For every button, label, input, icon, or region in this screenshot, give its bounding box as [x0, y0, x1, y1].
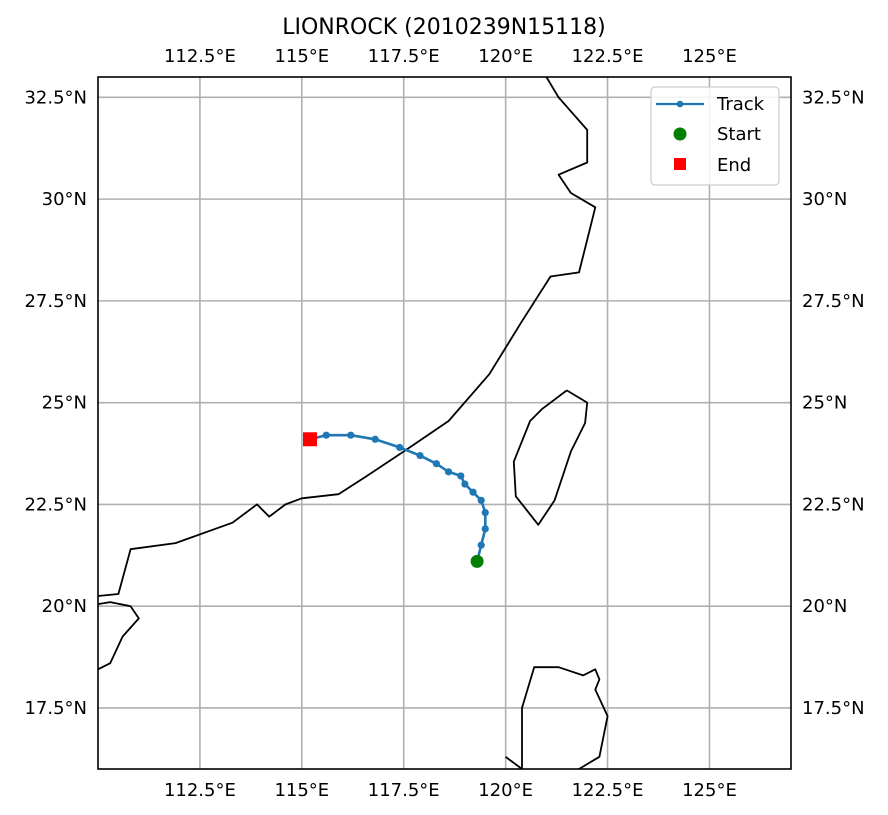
legend: Track Start End — [650, 86, 780, 186]
xtick-label-bottom: 125°E — [682, 780, 737, 801]
track-point — [416, 451, 424, 460]
ytick-label-left: 30°N — [42, 189, 87, 210]
ytick-label-right: 32.5°N — [802, 87, 865, 108]
ytick-label-left: 27.5°N — [24, 291, 87, 312]
track-point — [457, 472, 465, 480]
ytick-label-left: 25°N — [42, 393, 87, 414]
end-marker — [302, 432, 317, 447]
plot-frame — [97, 76, 792, 770]
track-line — [309, 433, 487, 562]
legend-track-swatch-marker — [676, 100, 684, 108]
xtick-label-bottom: 122.5°E — [572, 780, 644, 801]
coastline-luzon — [505, 756, 523, 770]
track-point — [371, 435, 379, 443]
xtick-label-bottom: 115°E — [274, 780, 329, 801]
legend-end-label: End — [717, 155, 751, 176]
track-point — [477, 496, 485, 504]
ytick-label-right: 30°N — [802, 189, 847, 210]
ytick-label-left: 20°N — [42, 596, 87, 617]
coastline-luzon2 — [521, 666, 609, 770]
ytick-label-left: 32.5°N — [24, 87, 87, 108]
legend-start-label: Start — [717, 124, 761, 145]
ytick-label-right: 17.5°N — [802, 698, 865, 719]
axis-ticks: 112.5°E 112.5°E 115°E 115°E 117.5°E 117.5°E 12… — [24, 46, 864, 801]
ytick-label-left: 17.5°N — [24, 698, 87, 719]
track-point — [347, 431, 355, 439]
legend-track-label: Track — [716, 94, 765, 115]
coastline-taiwan — [512, 389, 589, 526]
ytick-label-left: 22.5°N — [24, 494, 87, 515]
start-marker — [470, 554, 484, 568]
xtick-label-top: 112.5°E — [164, 46, 236, 67]
track-point — [481, 508, 489, 517]
xtick-label-bottom: 120°E — [478, 780, 533, 801]
coastline-hainan — [97, 601, 140, 671]
track-point — [481, 525, 489, 533]
ytick-label-right: 25°N — [802, 393, 847, 414]
xtick-label-top: 122.5°E — [572, 46, 644, 67]
coastline-mainland — [97, 76, 597, 597]
gridlines — [98, 77, 791, 769]
track-layer — [302, 431, 489, 568]
xtick-label-top: 115°E — [274, 46, 329, 67]
xtick-label-top: 117.5°E — [368, 46, 440, 67]
xtick-label-top: 120°E — [478, 46, 533, 67]
map-title: LIONROCK (2010239N15118) — [282, 15, 606, 40]
legend-end-swatch — [674, 158, 686, 170]
track-point — [396, 443, 404, 452]
track-point — [322, 431, 330, 439]
track-point — [469, 488, 477, 496]
track-point — [432, 460, 440, 468]
ytick-label-right: 22.5°N — [802, 494, 865, 515]
track-point — [461, 480, 469, 488]
ytick-label-right: 20°N — [802, 596, 847, 617]
coastlines — [97, 76, 609, 770]
track-point — [444, 468, 453, 476]
legend-start-swatch — [673, 127, 687, 141]
xtick-label-bottom: 112.5°E — [164, 780, 236, 801]
ytick-label-right: 27.5°N — [802, 291, 865, 312]
xtick-label-bottom: 117.5°E — [368, 780, 440, 801]
track-point — [477, 541, 485, 549]
xtick-label-top: 125°E — [682, 46, 737, 67]
